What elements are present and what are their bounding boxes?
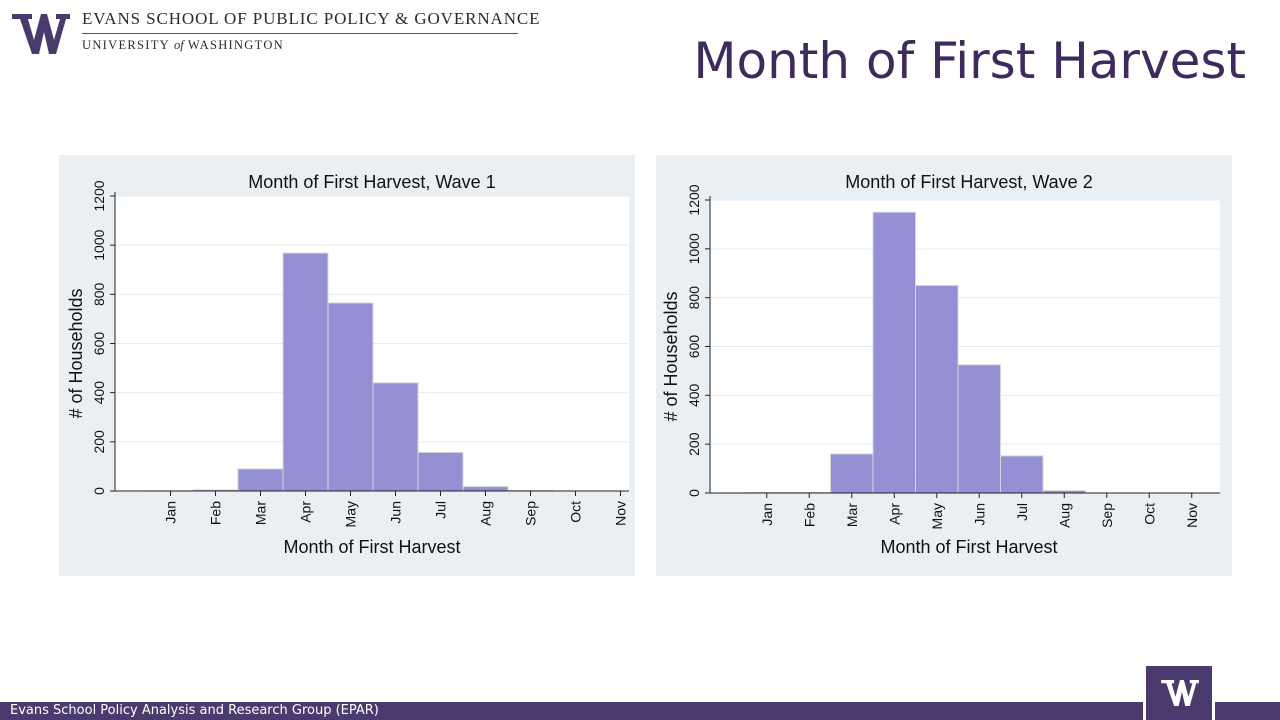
bar-mar — [237, 468, 284, 492]
chart-panel-wave-2: 0 200 400 600 800 1000 1200 Jan Feb Mar Apr May Jun J… — [656, 155, 1232, 576]
uw-badge — [1143, 666, 1215, 720]
bar-may — [327, 302, 374, 492]
university-name: UNIVERSITY of WASHINGTON — [82, 38, 284, 53]
y-tick-label: 400 — [91, 381, 107, 405]
bar-may — [915, 284, 959, 494]
x-tick-label: Nov — [1184, 503, 1200, 528]
y-axis-label: # of Households — [66, 288, 86, 418]
x-tick-label: Feb — [208, 501, 224, 525]
bar-mar — [830, 453, 874, 494]
uw-w-badge-icon — [1161, 680, 1199, 706]
university-name-pre: UNIVERSITY — [82, 38, 174, 52]
x-tick-label: Sep — [1099, 503, 1115, 528]
x-tick-label: Apr — [298, 501, 314, 523]
x-tick-label: Aug — [478, 501, 494, 526]
chart-title: Month of First Harvest, Wave 2 — [845, 172, 1092, 192]
y-tick-label: 1200 — [686, 184, 702, 215]
bar-chart-wave-2: 0 200 400 600 800 1000 1200 Jan Feb Mar Apr May Jun J… — [661, 172, 1220, 557]
footer-text: Evans School Policy Analysis and Researc… — [10, 703, 379, 718]
x-tick-label: Oct — [568, 501, 584, 523]
x-tick-label: Feb — [801, 503, 817, 527]
bar-jun — [372, 382, 419, 492]
x-tick-label: Oct — [1141, 503, 1157, 525]
y-tick-label: 1200 — [91, 180, 107, 211]
x-tick-label: Jan — [163, 501, 179, 524]
x-axis-label: Month of First Harvest — [283, 537, 460, 557]
footer-bar: Evans School Policy Analysis and Researc… — [0, 702, 1280, 720]
y-tick-label: 1000 — [91, 229, 107, 260]
x-tick-label: Jun — [388, 501, 404, 524]
x-tick-label: Mar — [844, 503, 860, 527]
y-tick-label: 600 — [686, 335, 702, 359]
y-tick-label: 0 — [686, 489, 702, 497]
uw-w-logo-icon — [12, 14, 70, 54]
y-tick-label: 200 — [91, 430, 107, 454]
university-name-of: of — [173, 38, 184, 52]
y-tick-label: 1000 — [686, 233, 702, 264]
y-tick-label: 200 — [686, 432, 702, 456]
y-tick-label: 600 — [91, 332, 107, 356]
y-tick-label: 400 — [686, 383, 702, 407]
slide-title: Month of First Harvest — [693, 32, 1246, 90]
chart-panel-wave-1: 0 200 400 600 800 1000 1200 Jan Feb Mar Apr May Jun J… — [59, 155, 635, 576]
x-tick-label: Jul — [433, 501, 449, 519]
bar-jul — [417, 451, 464, 492]
x-tick-label: Nov — [613, 501, 629, 526]
bar-jul — [1000, 455, 1044, 494]
y-tick-label: 0 — [91, 487, 107, 495]
school-name: EVANS SCHOOL OF PUBLIC POLICY & GOVERNAN… — [82, 9, 540, 34]
bar-apr — [872, 211, 916, 494]
x-tick-label: May — [343, 501, 359, 527]
x-tick-label: Jul — [1014, 503, 1030, 521]
x-axis-label: Month of First Harvest — [880, 537, 1057, 557]
chart-title: Month of First Harvest, Wave 1 — [248, 172, 495, 192]
y-axis-label: # of Households — [661, 291, 681, 421]
x-tick-label: Aug — [1056, 503, 1072, 528]
x-tick-label: Sep — [523, 501, 539, 526]
bar-aug — [462, 486, 509, 492]
bar-apr — [282, 252, 329, 492]
x-tick-label: Mar — [253, 501, 269, 525]
bar-chart-wave-1: 0 200 400 600 800 1000 1200 Jan Feb Mar Apr May Jun J… — [66, 172, 629, 557]
y-tick-label: 800 — [91, 282, 107, 306]
x-tick-label: Jun — [971, 503, 987, 526]
y-tick-label: 800 — [686, 286, 702, 310]
x-tick-label: Jan — [759, 503, 775, 526]
x-tick-label: Apr — [886, 503, 902, 525]
bar-jun — [957, 364, 1001, 494]
university-name-post: WASHINGTON — [183, 38, 285, 52]
x-tick-label: May — [929, 503, 945, 529]
